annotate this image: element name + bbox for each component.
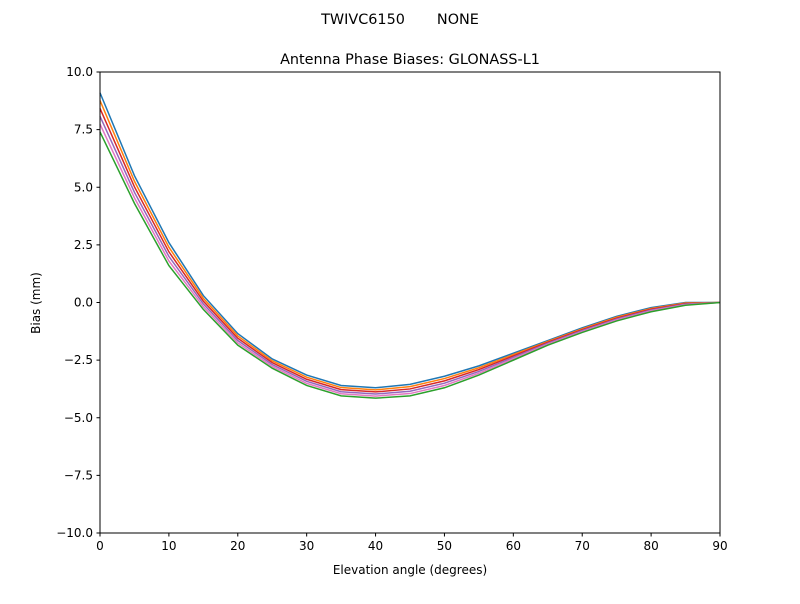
series-line-3 (99, 115, 721, 395)
x-tick-label: 0 (96, 539, 104, 553)
y-tick-label: −2.5 (64, 353, 93, 367)
series-line-5 (99, 131, 721, 399)
series-line-4 (99, 123, 721, 397)
y-tick-label: 5.0 (74, 180, 93, 194)
series-line-0 (99, 92, 720, 389)
x-tick-label: 30 (299, 539, 314, 553)
x-tick-label: 90 (712, 539, 727, 553)
y-tick-label: −7.5 (64, 468, 93, 482)
series-lines (99, 92, 721, 399)
y-axis-label: Bias (mm) (29, 272, 43, 334)
chart-title: Antenna Phase Biases: GLONASS-L1 (280, 52, 540, 68)
y-tick-label: 0.0 (74, 296, 93, 310)
y-tick-label: −10.0 (56, 526, 93, 540)
chart-suptitle: TWIVC6150 NONE (320, 12, 479, 28)
y-tick-label: 10.0 (66, 65, 93, 79)
x-tick-label: 10 (161, 539, 176, 553)
x-tick-label: 80 (643, 539, 658, 553)
x-axis-label: Elevation angle (degrees) (333, 563, 487, 577)
x-tick-label: 20 (230, 539, 245, 553)
y-tick-label: −5.0 (64, 411, 93, 425)
series-line-1 (99, 100, 721, 391)
x-tick-label: 50 (437, 539, 452, 553)
plot-frame (99, 71, 721, 534)
x-tick-label: 60 (506, 539, 521, 553)
x-tick-label: 70 (575, 539, 590, 553)
y-tick-label: 2.5 (74, 238, 93, 252)
axis-ticks: 0 10 20 30 40 50 60 70 80 90 10.0 7.5 5.0 2.5 0.0 −2.5 −… (56, 65, 727, 553)
y-tick-label: 7.5 (74, 123, 93, 137)
x-tick-label: 40 (368, 539, 383, 553)
series-line-2 (99, 108, 721, 393)
